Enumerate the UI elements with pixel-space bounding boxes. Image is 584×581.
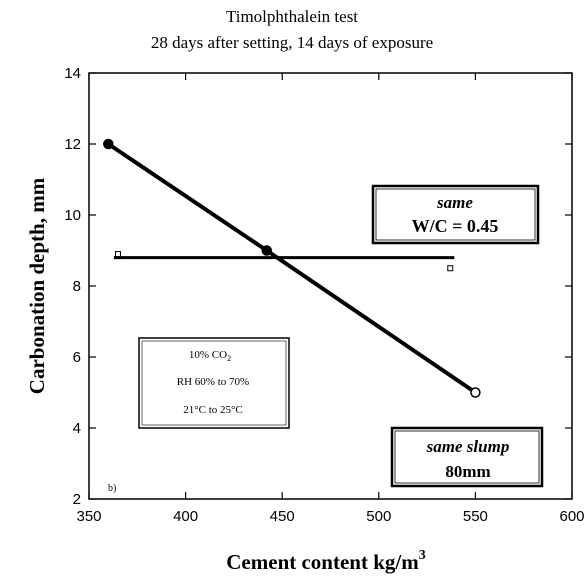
y-tick-label: 2: [73, 491, 81, 508]
same-wc-line2: W/C = 0.45: [412, 216, 499, 236]
chart-subtitle: 28 days after setting, 14 days of exposu…: [150, 33, 434, 52]
conditions-line3: 21°C to 25°C: [183, 404, 243, 416]
y-tick-label: 14: [64, 65, 81, 82]
conditions-line1-sub: 2: [227, 354, 231, 363]
y-tick-label: 4: [73, 420, 81, 437]
series-2-point: [447, 265, 454, 272]
conditions-box: 10% CO2 RH 60% to 70% 21°C to 25°C: [138, 337, 290, 429]
same-wc-line1: same: [436, 193, 473, 212]
conditions-line1: 10% CO2: [189, 349, 231, 363]
y-tick-label: 6: [73, 349, 81, 366]
y-tick-label: 8: [73, 278, 81, 295]
same-slump-box: same slump 80mm: [390, 426, 544, 488]
series-1-point: [261, 245, 272, 256]
axis-ticks: 350 400 450 500 550 600 2 4 6 8 10 12 14: [64, 65, 584, 525]
x-axis-title: Cement content kg/m3: [226, 548, 425, 574]
chart-title: Timolphthalein test: [225, 7, 359, 26]
x-tick-label: 500: [366, 508, 391, 525]
x-axis-title-superscript: 3: [419, 548, 426, 563]
x-tick-label: 350: [76, 508, 101, 525]
same-slump-line2: 80mm: [445, 462, 490, 481]
series-2-point: [114, 251, 121, 258]
series-1-point: [470, 387, 481, 398]
x-tick-label: 450: [270, 508, 295, 525]
panel-label: b): [108, 483, 116, 494]
y-tick-label: 10: [64, 207, 81, 224]
conditions-line2: RH 60% to 70%: [177, 376, 249, 388]
data-markers: [103, 138, 481, 398]
same-wc-box: same W/C = 0.45: [371, 184, 540, 245]
conditions-line1-main: 10% CO: [189, 349, 227, 361]
x-tick-label: 400: [173, 508, 198, 525]
x-tick-label: 600: [559, 508, 584, 525]
x-tick-label: 550: [463, 508, 488, 525]
x-axis-title-main: Cement content kg/m: [226, 550, 419, 574]
y-tick-label: 12: [64, 136, 81, 153]
same-slump-line1: same slump: [426, 437, 510, 456]
series-1-point: [103, 138, 114, 150]
y-axis-title: Carbonation depth, mm: [25, 177, 49, 394]
